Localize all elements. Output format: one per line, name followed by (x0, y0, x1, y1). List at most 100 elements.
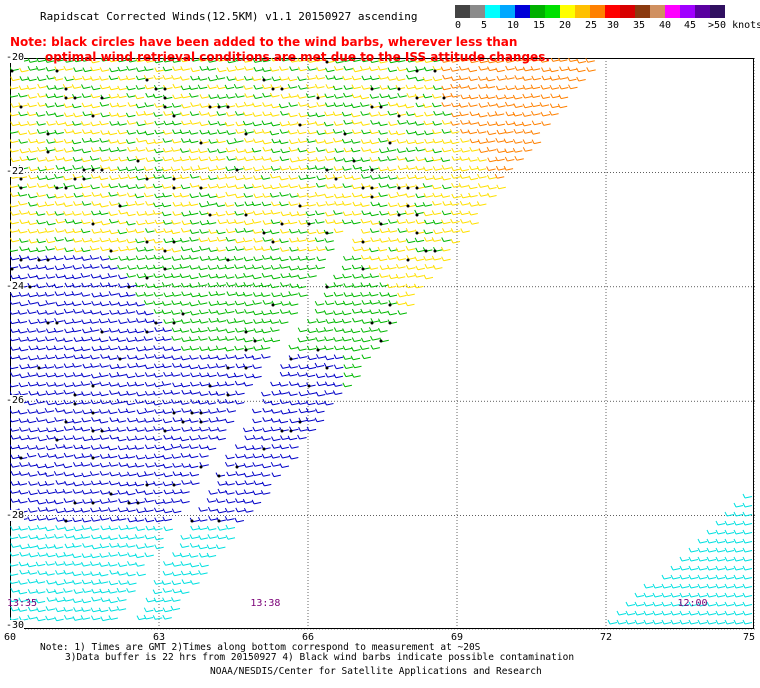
wind-barb (351, 192, 362, 198)
wind-barb (215, 345, 226, 351)
wind-barb (323, 229, 334, 235)
wind-barb (134, 435, 145, 441)
wind-barb (224, 516, 235, 521)
wind-barb (180, 372, 191, 377)
wind-barb (161, 184, 172, 189)
wind-barb (531, 139, 542, 145)
wind-barb (63, 426, 74, 431)
wind-barb (90, 399, 101, 405)
wind-barb (262, 146, 273, 152)
wind-barb (198, 444, 209, 450)
wind-barb (73, 192, 84, 198)
contamination-flag (298, 420, 302, 424)
contamination-flag (100, 168, 104, 172)
wind-barb (679, 601, 690, 607)
wind-barb (26, 452, 37, 458)
wind-barb (253, 245, 264, 251)
contamination-flag (163, 429, 167, 433)
wind-barb (422, 202, 433, 207)
wind-barb (252, 282, 263, 288)
wind-barb (45, 498, 56, 504)
wind-barb (180, 184, 191, 190)
wind-barb (395, 283, 406, 288)
wind-barb (234, 399, 245, 405)
wind-barb (179, 436, 190, 442)
wind-barb (36, 58, 46, 63)
wind-barb (441, 256, 451, 262)
wind-barb (432, 200, 442, 206)
wind-barb (360, 337, 371, 343)
wind-barb (89, 561, 100, 566)
wind-barb (53, 283, 64, 289)
wind-barb (145, 219, 155, 225)
wind-barb (351, 93, 362, 99)
latitude-label: -24 (6, 280, 25, 292)
contamination-flag (226, 258, 230, 262)
wind-barb (361, 210, 371, 216)
wind-barb (260, 292, 271, 297)
wind-barb (261, 353, 271, 359)
wind-barb (424, 138, 434, 144)
wind-barb (270, 264, 281, 270)
wind-barb (126, 354, 137, 360)
wind-barb (145, 525, 156, 531)
wind-barb (117, 382, 127, 388)
wind-barb (233, 372, 244, 378)
wind-barb (108, 111, 119, 117)
wind-barb (278, 103, 289, 109)
wind-barb (145, 462, 155, 468)
wind-barb (253, 346, 263, 351)
wind-barb (109, 67, 119, 73)
wind-barb (423, 211, 433, 217)
contamination-flag (55, 69, 59, 73)
wind-barb (27, 569, 38, 575)
wind-barb (333, 75, 343, 81)
wind-barb (145, 139, 155, 145)
wind-barb (17, 318, 28, 324)
wind-barb (90, 282, 100, 288)
wind-barb (144, 183, 154, 189)
wind-barb (369, 309, 379, 315)
contamination-flag (370, 168, 374, 172)
wind-barb (153, 238, 163, 244)
wind-barb (234, 76, 245, 82)
wind-barb (72, 173, 83, 179)
wind-barb (634, 619, 645, 625)
wind-barb (35, 578, 46, 584)
wind-barb (261, 84, 272, 90)
wind-barb (91, 191, 102, 197)
wind-barb (460, 218, 470, 224)
wind-barb (126, 588, 136, 593)
wind-barb (316, 175, 326, 181)
wind-barb (152, 589, 163, 595)
contamination-flag (253, 339, 257, 343)
wind-barb (143, 192, 154, 198)
wind-barb (189, 542, 200, 548)
wind-barb (343, 255, 353, 261)
wind-barb (468, 210, 478, 216)
wind-barb (451, 147, 461, 153)
wind-barb (144, 237, 154, 242)
wind-barb (152, 183, 163, 189)
wind-barb (189, 301, 199, 307)
wind-barb (161, 166, 172, 172)
wind-barb (108, 461, 119, 467)
wind-barb (71, 103, 82, 109)
wind-barb (63, 345, 74, 351)
wind-barb (198, 237, 209, 243)
wind-barb (118, 472, 129, 477)
wind-barb (117, 121, 127, 126)
wind-barb (315, 112, 326, 118)
wind-barb (531, 110, 541, 116)
wind-barb (235, 291, 246, 297)
wind-barb (199, 453, 209, 458)
wind-barb (10, 571, 19, 576)
wind-barb (261, 318, 271, 324)
wind-barb (423, 256, 433, 261)
wind-barb (54, 310, 64, 315)
wind-barb (62, 156, 73, 162)
wind-barb (559, 66, 569, 72)
wind-barb (296, 246, 307, 252)
wind-barb (36, 616, 46, 622)
wind-barb (63, 337, 73, 343)
